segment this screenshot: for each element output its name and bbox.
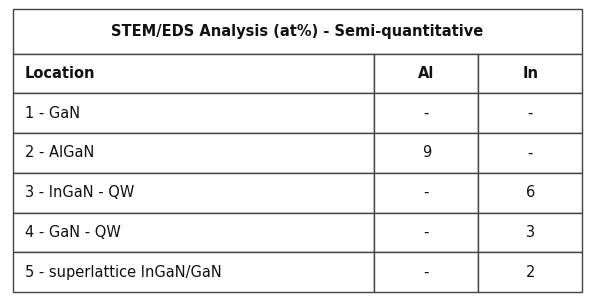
- Text: Location: Location: [25, 66, 95, 81]
- Text: 6: 6: [525, 185, 535, 200]
- FancyBboxPatch shape: [478, 93, 582, 133]
- FancyBboxPatch shape: [13, 9, 582, 54]
- FancyBboxPatch shape: [374, 93, 478, 133]
- FancyBboxPatch shape: [374, 133, 478, 173]
- FancyBboxPatch shape: [13, 93, 374, 133]
- Text: -: -: [424, 265, 429, 280]
- FancyBboxPatch shape: [13, 173, 374, 213]
- FancyBboxPatch shape: [374, 173, 478, 213]
- FancyBboxPatch shape: [478, 133, 582, 173]
- Text: 3: 3: [525, 225, 535, 240]
- FancyBboxPatch shape: [374, 252, 478, 292]
- Text: -: -: [424, 185, 429, 200]
- Text: -: -: [527, 145, 533, 160]
- Text: In: In: [522, 66, 538, 81]
- Text: -: -: [527, 106, 533, 121]
- Text: 9: 9: [422, 145, 431, 160]
- Text: 4 - GaN - QW: 4 - GaN - QW: [25, 225, 121, 240]
- Text: Al: Al: [418, 66, 434, 81]
- Text: 5 - superlattice InGaN/GaN: 5 - superlattice InGaN/GaN: [25, 265, 222, 280]
- Text: 3 - InGaN - QW: 3 - InGaN - QW: [25, 185, 134, 200]
- Text: 2: 2: [525, 265, 535, 280]
- Text: -: -: [424, 106, 429, 121]
- Text: 2 - AlGaN: 2 - AlGaN: [25, 145, 95, 160]
- FancyBboxPatch shape: [478, 173, 582, 213]
- FancyBboxPatch shape: [478, 54, 582, 93]
- FancyBboxPatch shape: [478, 252, 582, 292]
- Text: 1 - GaN: 1 - GaN: [25, 106, 80, 121]
- Text: -: -: [424, 225, 429, 240]
- FancyBboxPatch shape: [13, 252, 374, 292]
- FancyBboxPatch shape: [478, 213, 582, 252]
- FancyBboxPatch shape: [13, 54, 374, 93]
- Text: STEM/EDS Analysis (at%) - Semi-quantitative: STEM/EDS Analysis (at%) - Semi-quantitat…: [111, 24, 484, 39]
- FancyBboxPatch shape: [13, 133, 374, 173]
- FancyBboxPatch shape: [13, 213, 374, 252]
- FancyBboxPatch shape: [374, 54, 478, 93]
- FancyBboxPatch shape: [374, 213, 478, 252]
